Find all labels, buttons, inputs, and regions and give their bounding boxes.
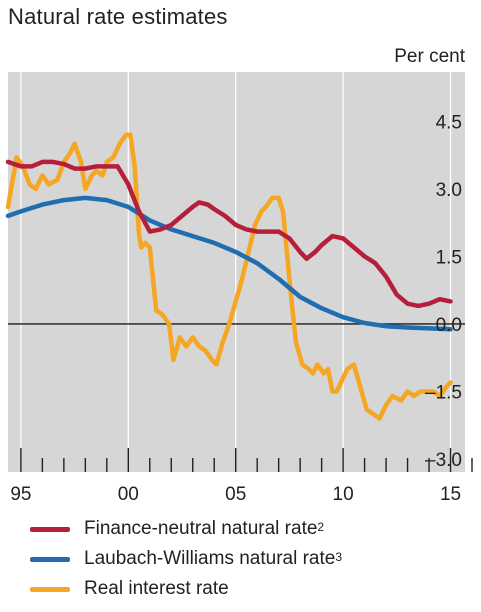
x-tick-label-10: 10: [333, 484, 354, 505]
legend-item-laubach-williams: Laubach-Williams natural rate 3: [30, 544, 342, 574]
x-tick-label-00: 00: [118, 484, 139, 505]
x-tick-label-15: 15: [440, 484, 461, 505]
plot-area: [8, 72, 465, 472]
series-line-lw: [5, 195, 453, 332]
series-line-real: [5, 132, 453, 421]
chart-title: Natural rate estimates: [8, 4, 228, 29]
legend-swatch-laubach-williams: [30, 556, 70, 562]
legend-item-finance-neutral: Finance-neutral natural rate 2: [30, 514, 342, 544]
legend-swatch-finance-neutral: [30, 526, 70, 532]
legend-label-finance-neutral: Finance-neutral natural rate: [84, 518, 318, 539]
legend-swatch-real-interest-rate: [30, 586, 70, 592]
y-tick-label--1.5: –1.5: [425, 382, 462, 403]
x-axis: 95 00 05 10 15: [10, 448, 473, 505]
unit-label: Per cent: [394, 46, 465, 67]
y-tick-label-3: 3.0: [436, 180, 462, 201]
line-chart: 4.5 3.0 1.5 0.0 –1.5 –3.0 95 00 05 10 15 Per cent: [5, 46, 473, 505]
series-lines: [5, 132, 453, 421]
legend-item-real-interest-rate: Real interest rate: [30, 574, 342, 604]
x-tick-label-05: 05: [225, 484, 246, 505]
grid-lines: [20, 72, 452, 472]
series-line-fn: [5, 159, 453, 309]
y-tick-label--3: –3.0: [425, 450, 462, 471]
y-axis: 4.5 3.0 1.5 0.0 –1.5 –3.0: [425, 112, 462, 471]
legend-label-laubach-williams: Laubach-Williams natural rate: [84, 548, 336, 569]
x-tick-label-95: 95: [10, 484, 31, 505]
legend: Finance-neutral natural rate 2 Laubach-Wi…: [30, 514, 342, 604]
y-tick-label-0: 0.0: [436, 315, 462, 336]
legend-label-real-interest-rate: Real interest rate: [84, 578, 229, 599]
legend-note-laubach-williams: 3: [335, 550, 343, 564]
y-tick-label-1.5: 1.5: [436, 247, 462, 268]
y-tick-label-4.5: 4.5: [436, 112, 462, 133]
legend-note-finance-neutral: 2: [317, 520, 325, 534]
